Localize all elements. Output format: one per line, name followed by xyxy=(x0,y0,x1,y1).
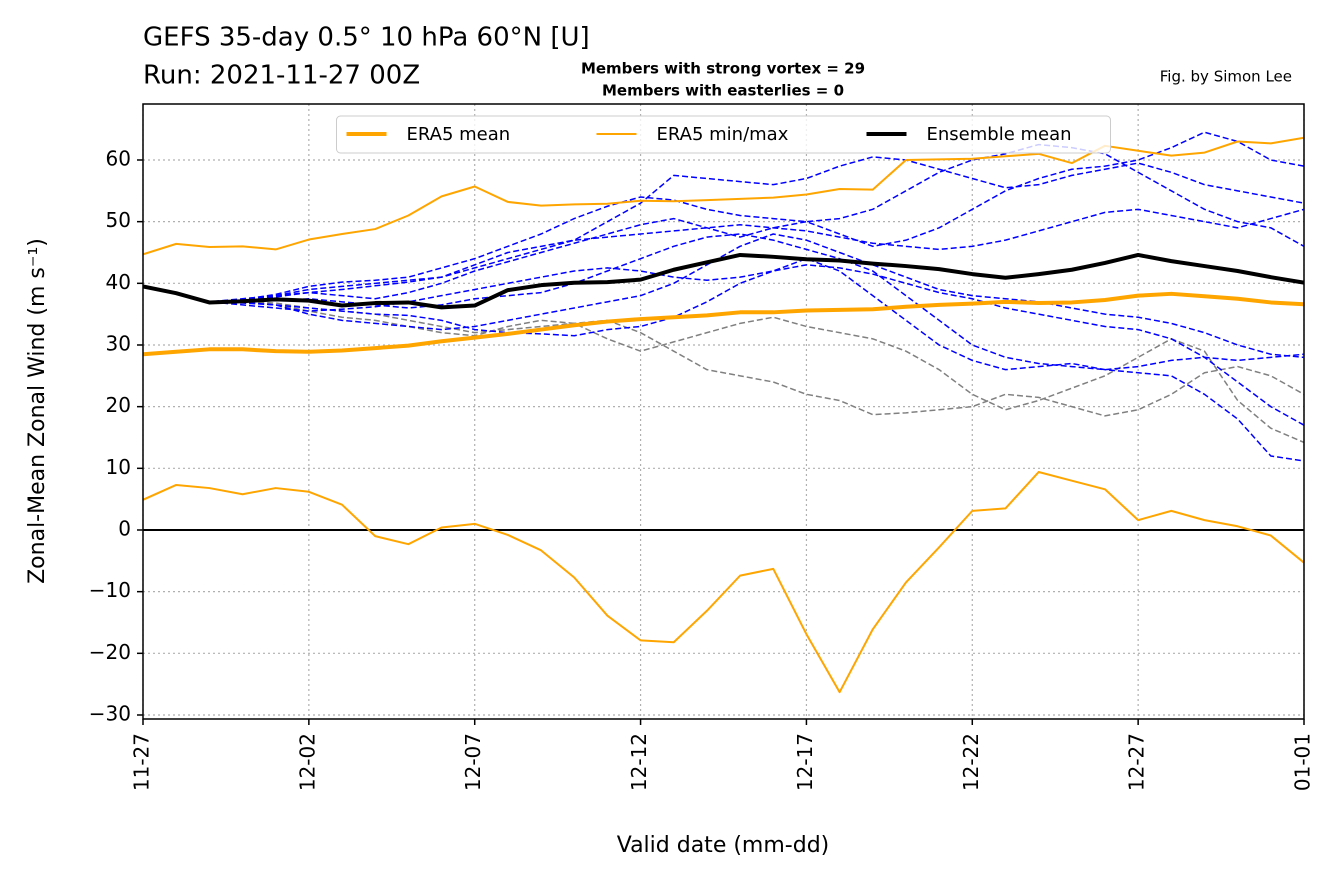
annotation: Fig. by Simon Lee xyxy=(1160,68,1292,86)
series-line xyxy=(143,264,1304,426)
y-tick-label: −30 xyxy=(89,701,131,725)
series-line xyxy=(143,156,1304,303)
legend-label: Ensemble mean xyxy=(927,124,1072,145)
series-line xyxy=(143,471,1304,694)
x-tick-label: 12-27 xyxy=(1125,733,1149,791)
plot-frame xyxy=(142,103,1305,720)
series-line xyxy=(143,285,1304,444)
series-line xyxy=(143,285,1304,417)
series-line xyxy=(143,136,1304,256)
y-tick-label: 20 xyxy=(106,393,131,417)
chart-title: GEFS 35-day 0.5° 10 hPa 60°N [U] xyxy=(143,23,590,53)
series-line xyxy=(143,252,1304,310)
chart-subtitle: Run: 2021-11-27 00Z xyxy=(143,61,420,91)
y-tick-label: −20 xyxy=(89,640,131,664)
series-line xyxy=(143,233,1304,359)
x-tick-label: 12-02 xyxy=(295,733,319,791)
y-tick-label: 60 xyxy=(106,146,131,170)
series-line xyxy=(143,233,1304,371)
x-tick-label: 12-12 xyxy=(627,733,651,791)
y-tick-label: 10 xyxy=(106,455,131,479)
x-axis-label: Valid date (mm-dd) xyxy=(617,833,830,858)
annotation: Members with strong vortex = 29 xyxy=(581,60,865,78)
y-tick-label: 50 xyxy=(106,208,131,232)
x-tick-label: 12-17 xyxy=(793,733,817,791)
y-tick-label: −10 xyxy=(89,578,131,602)
x-tick-label: 12-22 xyxy=(959,733,983,791)
y-tick-label: 40 xyxy=(106,270,131,294)
series-line xyxy=(143,291,1304,357)
x-tick-label: 01-01 xyxy=(1291,733,1315,791)
annotation: Members with easterlies = 0 xyxy=(602,82,844,100)
y-axis-label: Zonal-Mean Zonal Wind (m s⁻¹) xyxy=(25,238,50,584)
x-tick-label: 12-07 xyxy=(461,733,485,791)
y-tick-label: 0 xyxy=(118,516,131,540)
series-line xyxy=(143,143,1304,303)
y-tick-label: 30 xyxy=(106,331,131,355)
legend-box xyxy=(336,115,1111,154)
series-line xyxy=(143,257,1304,462)
x-tick-label: 11-27 xyxy=(130,733,154,791)
legend-label: ERA5 min/max xyxy=(657,124,789,145)
legend-label: ERA5 mean xyxy=(407,124,511,145)
series-line xyxy=(143,131,1304,303)
series-line xyxy=(143,208,1304,303)
